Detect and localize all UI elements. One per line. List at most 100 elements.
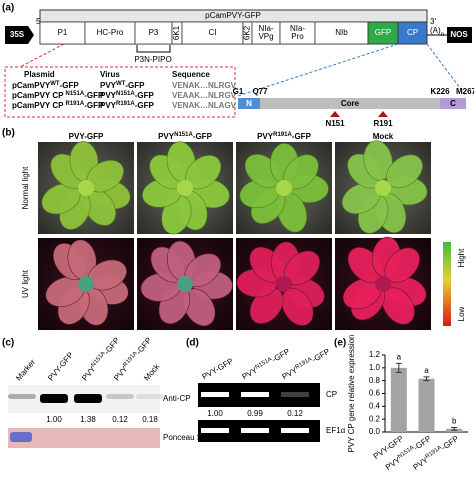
quantity: 1.00: [46, 415, 62, 424]
band: [40, 394, 68, 403]
loading: Ponceau S: [163, 433, 202, 442]
column-label: PVYN151A-GFP: [158, 132, 212, 142]
cp-site: N151: [325, 119, 345, 128]
poly-a-part: (A): [430, 26, 441, 35]
plasmid-part: -GFP: [84, 101, 104, 110]
quantity: 0.12: [112, 415, 128, 424]
y-tick-label: 0.4: [369, 401, 381, 410]
ponceau-blot: [8, 428, 160, 448]
pipo: P3N-PIPO: [134, 55, 171, 64]
significance: a: [424, 366, 429, 375]
y-tick-label: 1.0: [369, 363, 381, 372]
gel-band: [241, 428, 269, 433]
gel-band: [201, 392, 229, 397]
cp-position: M267: [456, 87, 474, 96]
column-label-part: PVY-GFP: [69, 132, 104, 141]
gene-box: [397, 21, 428, 45]
gene-label: NIa-: [258, 24, 273, 33]
construct-title: pCamPVY-GFP: [205, 11, 261, 20]
gene-label: NIb: [335, 28, 348, 37]
y-tick-label: 0.0: [369, 427, 381, 436]
leaf-center: [375, 180, 391, 196]
sequence: VENAK…NLAGV: [172, 101, 237, 110]
marker-band: [10, 432, 32, 442]
connector: [19, 43, 65, 68]
table-header: Virus: [100, 70, 120, 79]
panel-label: (c): [2, 338, 14, 349]
virus-part: R191A: [116, 101, 135, 107]
leaf-center: [78, 180, 94, 196]
row-label: Normal light: [21, 166, 30, 209]
column-label-part: Mock: [373, 132, 394, 141]
column-label: Mock: [373, 132, 394, 141]
terminator: NOS: [450, 30, 468, 39]
quantity: 1.00: [207, 409, 223, 418]
three-prime: 3': [430, 17, 436, 26]
y-tick-label: 0.2: [369, 414, 381, 423]
gene-label: VPg: [258, 32, 273, 41]
column-label: PVY-GFP: [69, 132, 104, 141]
virus: PVYWT-GFP: [100, 81, 145, 91]
virus-part: -GFP: [135, 91, 155, 100]
promoter: 35S: [10, 30, 25, 39]
virus-part: WT: [116, 81, 126, 87]
five-prime: 5': [36, 17, 42, 26]
table-header: Sequence: [172, 70, 210, 79]
c-region: [440, 98, 466, 109]
gene-label: P1: [58, 28, 68, 37]
band: [106, 394, 134, 399]
promoter-arrow: [5, 26, 34, 44]
lane-label-part: -GFP: [270, 347, 291, 364]
gene-label: HC-Pro: [97, 28, 124, 37]
connector: [237, 43, 399, 97]
virus: PVYR191A-GFP: [100, 101, 154, 111]
gene-label: Pro: [291, 32, 304, 41]
virus-part: PVY: [100, 91, 117, 100]
reference: EF1α: [326, 426, 346, 435]
table-header: Plasmid: [24, 70, 55, 79]
gene-label: P3: [149, 28, 159, 37]
gene-label: 6K1: [172, 25, 181, 40]
n-region: [238, 98, 260, 109]
site-marker: [330, 111, 340, 117]
cp-region: C: [450, 99, 456, 108]
bar: [418, 378, 435, 432]
cp-position: K226: [430, 87, 450, 96]
virus-part: N151A: [116, 91, 135, 97]
connector: [426, 43, 467, 97]
gene: CP: [326, 390, 337, 399]
gel-band: [281, 392, 309, 397]
lane-label-part: -GFP: [134, 336, 153, 356]
virus: PVYN151A-GFP: [100, 91, 154, 101]
plasmid-part: pCamPVY CP: [12, 101, 66, 110]
y-tick-label: 0.8: [369, 376, 381, 385]
sequence: VEAAK…NLRGV: [172, 91, 237, 100]
bar: [390, 367, 407, 432]
panel-label: (a): [2, 3, 14, 14]
y-tick-label: 1.2: [369, 350, 381, 359]
antibody: Anti-CP: [163, 394, 191, 403]
gene-label: CP: [407, 28, 418, 37]
virus-part: -GFP: [125, 81, 145, 90]
band: [74, 394, 102, 403]
scale-high: Hight: [457, 248, 466, 267]
cp-site: R191: [373, 119, 393, 128]
plasmid: pCamPVY CP N151A-GFP: [12, 91, 104, 101]
plasmid-part: R191A: [66, 101, 85, 107]
sequence: VENAK…NLRGV: [172, 81, 237, 90]
gene-label: CI: [209, 28, 217, 37]
plasmid-part: WT: [50, 81, 60, 87]
gel-band: [241, 392, 269, 397]
cp-position: G1: [233, 87, 244, 96]
panel-label: (e): [334, 338, 346, 349]
quantity: 0.18: [142, 415, 158, 424]
leaf-center: [276, 180, 292, 196]
quantity: 0.12: [287, 409, 303, 418]
lane-label-part: -GFP: [102, 336, 121, 356]
core-region: [260, 98, 440, 109]
leaf-center: [276, 276, 292, 292]
plasmid-part: N151A: [66, 91, 85, 97]
plasmid: pCamPVY CP R191A-GFP: [12, 101, 104, 111]
